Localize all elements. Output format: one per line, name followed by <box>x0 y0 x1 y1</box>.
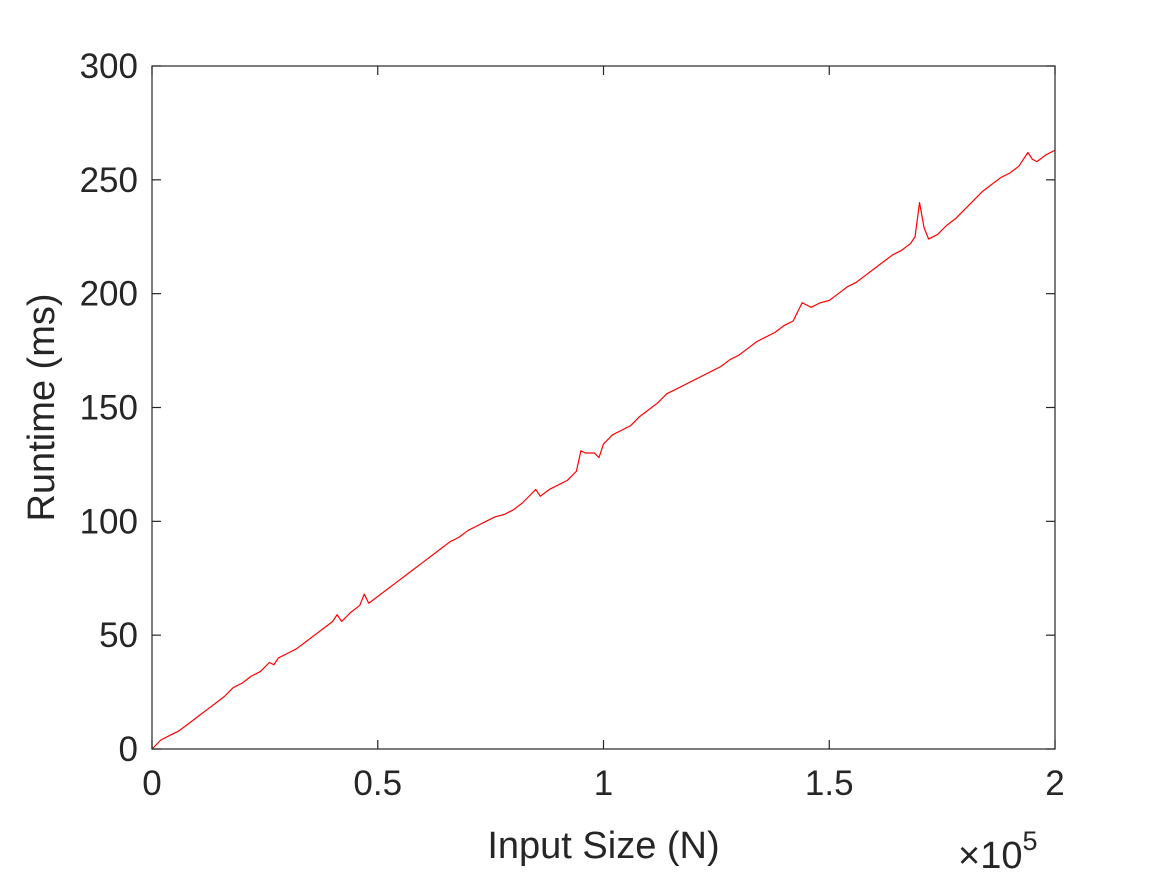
series-layer <box>151 149 1056 750</box>
y-tick-label: 50 <box>99 616 138 655</box>
tick-labels: 0 0.5 1 1.5 2 0 50 100 150 200 250 300 <box>80 47 1065 803</box>
series-line-runtime <box>151 149 1056 750</box>
x-tick-label: 0.5 <box>353 764 402 803</box>
y-tick-label: 300 <box>80 47 138 86</box>
x-multiplier-base: ×10 <box>958 835 1022 875</box>
y-axis-label: Runtime (ms) <box>21 293 63 521</box>
x-tick-label: 0 <box>142 764 161 803</box>
y-tick-label: 100 <box>80 502 138 541</box>
y-tick-label: 250 <box>80 161 138 200</box>
x-tick-label: 1.5 <box>805 764 854 803</box>
y-tick-label: 200 <box>80 275 138 314</box>
x-multiplier-exponent: 5 <box>1022 826 1037 856</box>
y-tick-label: 0 <box>119 730 138 769</box>
y-tick-label: 150 <box>80 389 138 428</box>
x-axis-label: Input Size (N) <box>487 825 719 867</box>
x-tick-label: 1 <box>594 764 613 803</box>
plot-area-frame <box>151 65 1056 750</box>
x-tick-label: 2 <box>1045 764 1064 803</box>
x-multiplier-label: ×105 <box>958 826 1038 875</box>
